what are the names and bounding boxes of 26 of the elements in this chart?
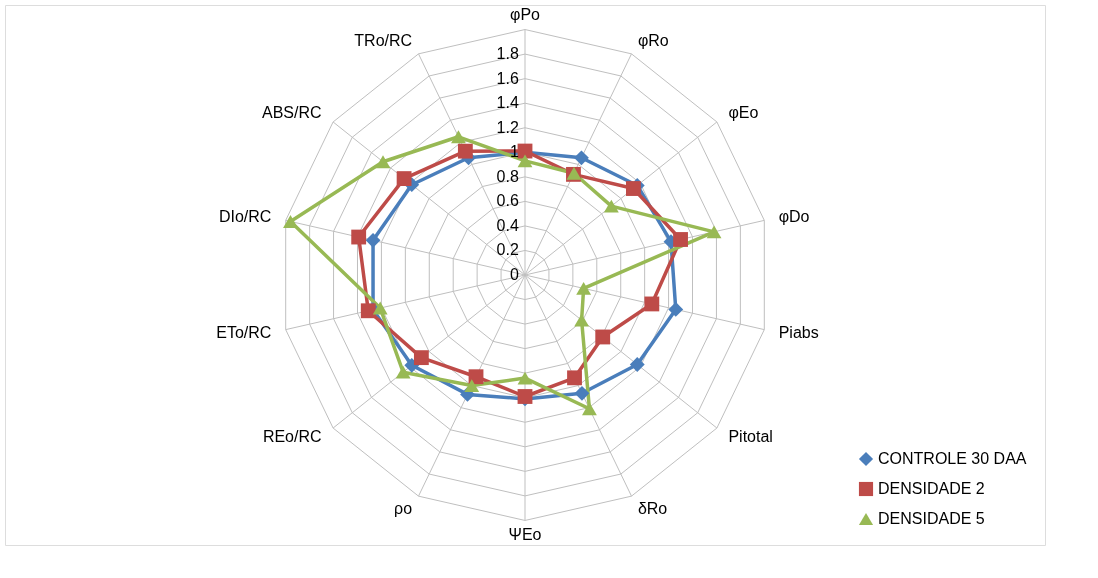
spoke-label: ΨEo — [508, 526, 542, 544]
y-tick-label: 1.6 — [496, 69, 519, 87]
y-tick-label: 0 — [509, 266, 519, 283]
spoke-label: φDo — [778, 208, 810, 226]
spoke-label: REo/RC — [262, 428, 322, 446]
spoke-label: Pitotal — [728, 428, 773, 446]
spoke-label: ABS/RC — [262, 103, 322, 121]
y-tick-label: 0.4 — [496, 216, 519, 234]
legend-label: DENSIDADE 2 — [878, 480, 985, 497]
spoke-label: φEo — [728, 103, 759, 121]
spoke-label: ρo — [394, 500, 413, 518]
y-tick-label: 1.2 — [496, 118, 519, 136]
y-tick-label: 0.6 — [496, 192, 519, 210]
spoke-label: ETo/RC — [216, 323, 272, 341]
spoke-label: DIo/RC — [218, 208, 272, 226]
y-tick-label: 1.4 — [496, 94, 519, 112]
spoke-label: φPo — [510, 5, 541, 23]
legend-label: DENSIDADE 5 — [878, 510, 985, 527]
legend-label: CONTROLE 30 DAA — [878, 450, 1027, 467]
spoke-label: δRo — [637, 500, 668, 518]
spoke-label: φRo — [637, 31, 669, 49]
y-tick-label: 1.8 — [496, 45, 519, 63]
spoke-label: TRo/RC — [354, 31, 413, 49]
y-tick-label: 0.2 — [496, 241, 519, 259]
spoke-label: Piabs — [778, 323, 819, 341]
y-tick-label: 0.8 — [496, 167, 519, 185]
